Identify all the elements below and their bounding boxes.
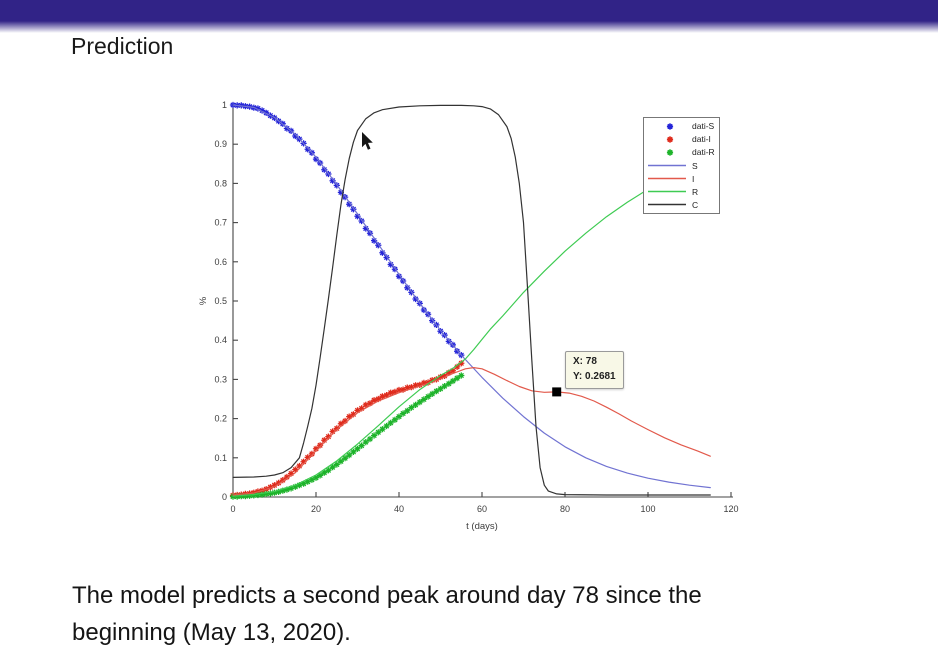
svg-text:0.2: 0.2 [214,414,227,424]
x-axis-label: t (days) [466,521,498,532]
svg-text:0.3: 0.3 [214,374,227,384]
mouse-cursor [362,132,373,150]
legend-marker-icon [666,123,674,130]
y-axis-label: % [198,296,209,305]
series-dati-R [229,372,465,500]
svg-text:120: 120 [723,504,738,514]
svg-text:0.6: 0.6 [214,257,227,267]
series-I [232,367,711,496]
svg-text:1: 1 [222,100,227,110]
slide-caption: The model predicts a second peak around … [72,577,702,651]
legend-item-R: R [644,186,719,198]
svg-text:20: 20 [311,504,321,514]
legend-label: R [692,186,699,197]
legend-item-I: I [644,173,719,185]
legend-label: I [692,173,695,184]
svg-text:0.4: 0.4 [214,335,227,345]
svg-text:60: 60 [477,504,487,514]
datatip-y-value: Y: 0.2681 [573,370,616,382]
legend-line-icon [648,191,686,193]
legend-label: C [692,199,699,210]
svg-text:0: 0 [222,492,227,502]
svg-text:0.8: 0.8 [214,178,227,188]
legend-label: dati-I [692,134,711,145]
series-R [232,158,711,497]
datatip-x-value: X: 78 [573,356,597,367]
legend-item-S: S [644,160,719,172]
legend-label: S [692,160,698,171]
datatip-tooltip[interactable]: X: 78 Y: 0.2681 [565,351,624,389]
svg-text:0.5: 0.5 [214,296,227,306]
legend-item-C: C [644,199,719,211]
svg-text:0: 0 [230,504,235,514]
slide-header-bar-fade [0,21,938,33]
chart-legend[interactable]: dati-S dati-I dati-R S I R C [643,117,720,214]
legend-label: dati-S [692,121,715,132]
legend-marker-icon [666,149,674,156]
svg-text:0.1: 0.1 [214,453,227,463]
slide-header-bar [0,0,938,21]
series-C [232,104,711,496]
legend-marker-icon [666,136,674,143]
svg-text:0.7: 0.7 [214,218,227,228]
series-dati-I [229,360,465,499]
svg-text:0.9: 0.9 [214,139,227,149]
legend-label: dati-R [692,147,715,158]
svg-text:100: 100 [640,504,655,514]
series-dati-S [229,101,465,359]
caption-line-1: The model predicts a second peak around … [72,582,702,609]
legend-item-dati-S: dati-S [644,120,719,132]
svg-text:40: 40 [394,504,404,514]
legend-line-icon [648,177,686,180]
legend-line-icon [648,204,686,206]
tick-labels: 0 20 40 60 80 100 120 0 0.1 0.2 0.3 0.4 0.5 0.6 0.7 0.8… [214,100,738,514]
svg-text:80: 80 [560,504,570,514]
slide-title: Prediction [71,33,174,59]
series-S [232,104,711,489]
caption-line-2: beginning (May 13, 2020). [72,619,351,646]
legend-line-icon [648,164,686,167]
datatip-marker[interactable] [552,387,562,397]
legend-item-dati-R: dati-R [644,146,719,158]
legend-item-dati-I: dati-I [644,133,719,145]
